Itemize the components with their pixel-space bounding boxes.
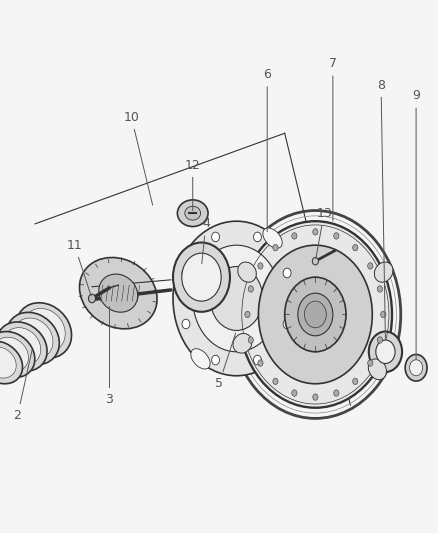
Circle shape: [377, 337, 382, 343]
Ellipse shape: [263, 228, 282, 248]
Circle shape: [182, 319, 190, 329]
Text: 3: 3: [106, 306, 113, 406]
Circle shape: [367, 360, 373, 366]
Ellipse shape: [0, 341, 22, 384]
Ellipse shape: [368, 359, 386, 379]
Ellipse shape: [7, 312, 59, 365]
Circle shape: [381, 311, 386, 318]
Ellipse shape: [233, 334, 252, 353]
Ellipse shape: [238, 262, 256, 282]
Ellipse shape: [177, 200, 208, 227]
Circle shape: [283, 319, 291, 329]
Ellipse shape: [193, 245, 280, 352]
Ellipse shape: [298, 293, 333, 336]
Ellipse shape: [258, 245, 372, 384]
Circle shape: [313, 394, 318, 400]
Circle shape: [212, 355, 219, 365]
Ellipse shape: [3, 328, 41, 365]
Ellipse shape: [376, 340, 395, 364]
Circle shape: [258, 263, 263, 269]
Circle shape: [273, 378, 278, 384]
Ellipse shape: [191, 349, 210, 369]
Circle shape: [248, 286, 254, 292]
Ellipse shape: [285, 277, 346, 352]
Text: 4: 4: [202, 217, 210, 264]
Text: 12: 12: [185, 159, 201, 211]
Ellipse shape: [173, 243, 230, 312]
Circle shape: [313, 229, 318, 235]
Ellipse shape: [0, 337, 28, 372]
Text: 9: 9: [412, 90, 420, 360]
Ellipse shape: [0, 347, 16, 378]
Ellipse shape: [13, 318, 53, 359]
Ellipse shape: [210, 266, 263, 330]
Circle shape: [312, 257, 318, 265]
Ellipse shape: [0, 322, 47, 371]
Circle shape: [88, 294, 95, 303]
Ellipse shape: [369, 332, 402, 372]
Text: 5: 5: [215, 333, 236, 390]
Ellipse shape: [374, 262, 393, 282]
Text: 11: 11: [67, 239, 91, 296]
Circle shape: [254, 355, 261, 365]
Ellipse shape: [182, 253, 221, 301]
Circle shape: [292, 390, 297, 396]
Circle shape: [334, 390, 339, 396]
Ellipse shape: [16, 303, 71, 358]
Text: 8: 8: [377, 79, 385, 338]
Circle shape: [367, 263, 373, 269]
Ellipse shape: [185, 206, 201, 220]
Circle shape: [353, 378, 358, 384]
Ellipse shape: [22, 309, 65, 352]
Circle shape: [334, 233, 339, 239]
Ellipse shape: [0, 332, 35, 377]
Circle shape: [273, 245, 278, 251]
Circle shape: [292, 233, 297, 239]
Circle shape: [258, 360, 263, 366]
Circle shape: [248, 337, 254, 343]
Ellipse shape: [79, 257, 157, 329]
Ellipse shape: [173, 221, 300, 376]
Circle shape: [377, 286, 382, 292]
Text: 2: 2: [14, 349, 32, 422]
Ellipse shape: [304, 301, 326, 328]
Ellipse shape: [99, 274, 138, 312]
Ellipse shape: [410, 360, 423, 376]
Circle shape: [254, 232, 261, 242]
Text: 13: 13: [316, 207, 332, 259]
Circle shape: [182, 268, 190, 278]
Text: 10: 10: [124, 111, 153, 205]
Circle shape: [353, 245, 358, 251]
Ellipse shape: [405, 354, 427, 381]
Circle shape: [245, 311, 250, 318]
Circle shape: [212, 232, 219, 242]
Circle shape: [283, 268, 291, 278]
Text: 7: 7: [329, 58, 337, 221]
Ellipse shape: [239, 221, 392, 408]
Text: 6: 6: [263, 68, 271, 232]
